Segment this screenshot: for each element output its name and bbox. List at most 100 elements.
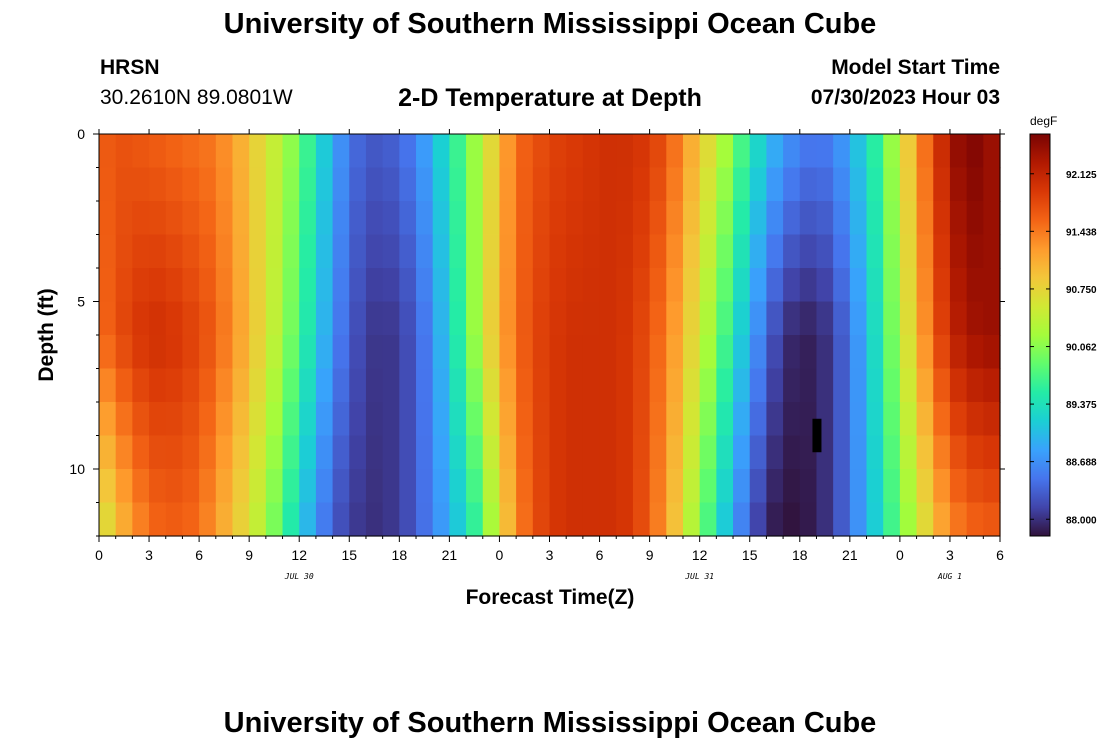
heatmap-cell [866, 201, 884, 236]
heatmap-cell [883, 201, 901, 236]
heatmap-cell [549, 167, 567, 202]
heatmap-cell [649, 301, 667, 336]
heatmap-cell [499, 167, 517, 202]
heatmap-cell [199, 335, 217, 370]
heatmap-cell [382, 335, 400, 370]
heatmap-cell [416, 134, 434, 169]
heatmap-cell [399, 268, 417, 303]
heatmap-cell [833, 167, 851, 202]
heatmap-cell [482, 234, 501, 269]
heatmap-cell [966, 435, 984, 470]
heatmap-cell [933, 301, 951, 336]
x-tick-label: 0 [95, 547, 103, 563]
heatmap-cell [632, 502, 651, 537]
heatmap-cell [566, 402, 584, 437]
heatmap-cell [582, 402, 601, 437]
heatmap-cell [816, 234, 834, 269]
heatmap-cell [382, 368, 400, 403]
heatmap-cell [299, 335, 317, 370]
heatmap-cell [966, 368, 984, 403]
heatmap-cell [232, 435, 250, 470]
heatmap-cell [199, 167, 217, 202]
heatmap-cell [282, 368, 300, 403]
heatmap-cell [432, 368, 450, 403]
heatmap-cell [783, 435, 801, 470]
heatmap-cell [482, 268, 501, 303]
heatmap-cell [449, 368, 467, 403]
heatmap-cell [733, 201, 751, 236]
heatmap-cell [399, 469, 417, 504]
x-tick-label: 15 [341, 547, 357, 563]
heatmap-cell [916, 301, 934, 336]
heatmap-cell [966, 502, 984, 537]
heatmap-cell [666, 201, 684, 236]
heatmap-cell [516, 502, 534, 537]
heatmap-cell [632, 301, 651, 336]
heatmap-cell [933, 469, 951, 504]
heatmap-cell [365, 435, 384, 470]
heatmap-cell [466, 201, 484, 236]
heatmap-cell [983, 268, 1001, 303]
heatmap-cell [849, 268, 868, 303]
heatmap-cell [766, 435, 784, 470]
heatmap-cell [349, 502, 367, 537]
heatmap-cell [983, 502, 1001, 537]
heatmap-cell [532, 335, 551, 370]
heatmap-cell [182, 201, 200, 236]
heatmap-cell [315, 435, 334, 470]
heatmap-cell [182, 368, 200, 403]
heatmap-cell [365, 234, 384, 269]
main-title: University of Southern Mississippi Ocean… [223, 8, 877, 40]
heatmap-cell [783, 201, 801, 236]
heatmap-cell [132, 402, 150, 437]
x-tick-label: 3 [145, 547, 153, 563]
heatmap-cell [933, 134, 951, 169]
heatmap-cell [466, 435, 484, 470]
heatmap-cell [716, 301, 734, 336]
heatmap-cell [165, 201, 184, 236]
heatmap-cell [182, 301, 200, 336]
heatmap-cell [716, 402, 734, 437]
heatmap-cell [966, 201, 984, 236]
heatmap-cell [649, 469, 667, 504]
heatmap-cell [616, 502, 634, 537]
heatmap-cell [149, 335, 167, 370]
heatmap-cell [232, 134, 250, 169]
heatmap-cell [399, 167, 417, 202]
heatmap-cell [799, 167, 818, 202]
heatmap-cell [649, 201, 667, 236]
heatmap-cell [599, 435, 617, 470]
heatmap-cell [532, 435, 551, 470]
heatmap-cell [199, 268, 217, 303]
heatmap-cell [182, 435, 200, 470]
heatmap-cell [416, 167, 434, 202]
heatmap-cell [349, 201, 367, 236]
heatmap-cell [199, 234, 217, 269]
heatmap-cell [416, 268, 434, 303]
heatmap-cell [833, 201, 851, 236]
heatmap-cell [432, 435, 450, 470]
heatmap-cell [849, 234, 868, 269]
heatmap-cell [99, 301, 117, 336]
heatmap-cell [666, 268, 684, 303]
y-axis-title: Depth (ft) [35, 288, 58, 381]
heatmap-cell [783, 234, 801, 269]
heatmap-cell [733, 134, 751, 169]
heatmap-cell [616, 368, 634, 403]
heatmap-cell [332, 435, 350, 470]
heatmap-cell [315, 402, 334, 437]
heatmap-cell [249, 268, 267, 303]
heatmap-cell [332, 368, 350, 403]
colorbar-tick-label: 91.438 [1066, 227, 1097, 238]
heatmap-cell [516, 134, 534, 169]
heatmap-cell [482, 167, 501, 202]
heatmap-cell [466, 134, 484, 169]
heatmap-cell [666, 301, 684, 336]
heatmap-cell [149, 368, 167, 403]
heatmap-cell [599, 134, 617, 169]
heatmap-cell [716, 368, 734, 403]
heatmap-cell [616, 301, 634, 336]
heatmap-cell [365, 368, 384, 403]
heatmap-cell [449, 201, 467, 236]
heatmap-cell [949, 134, 968, 169]
